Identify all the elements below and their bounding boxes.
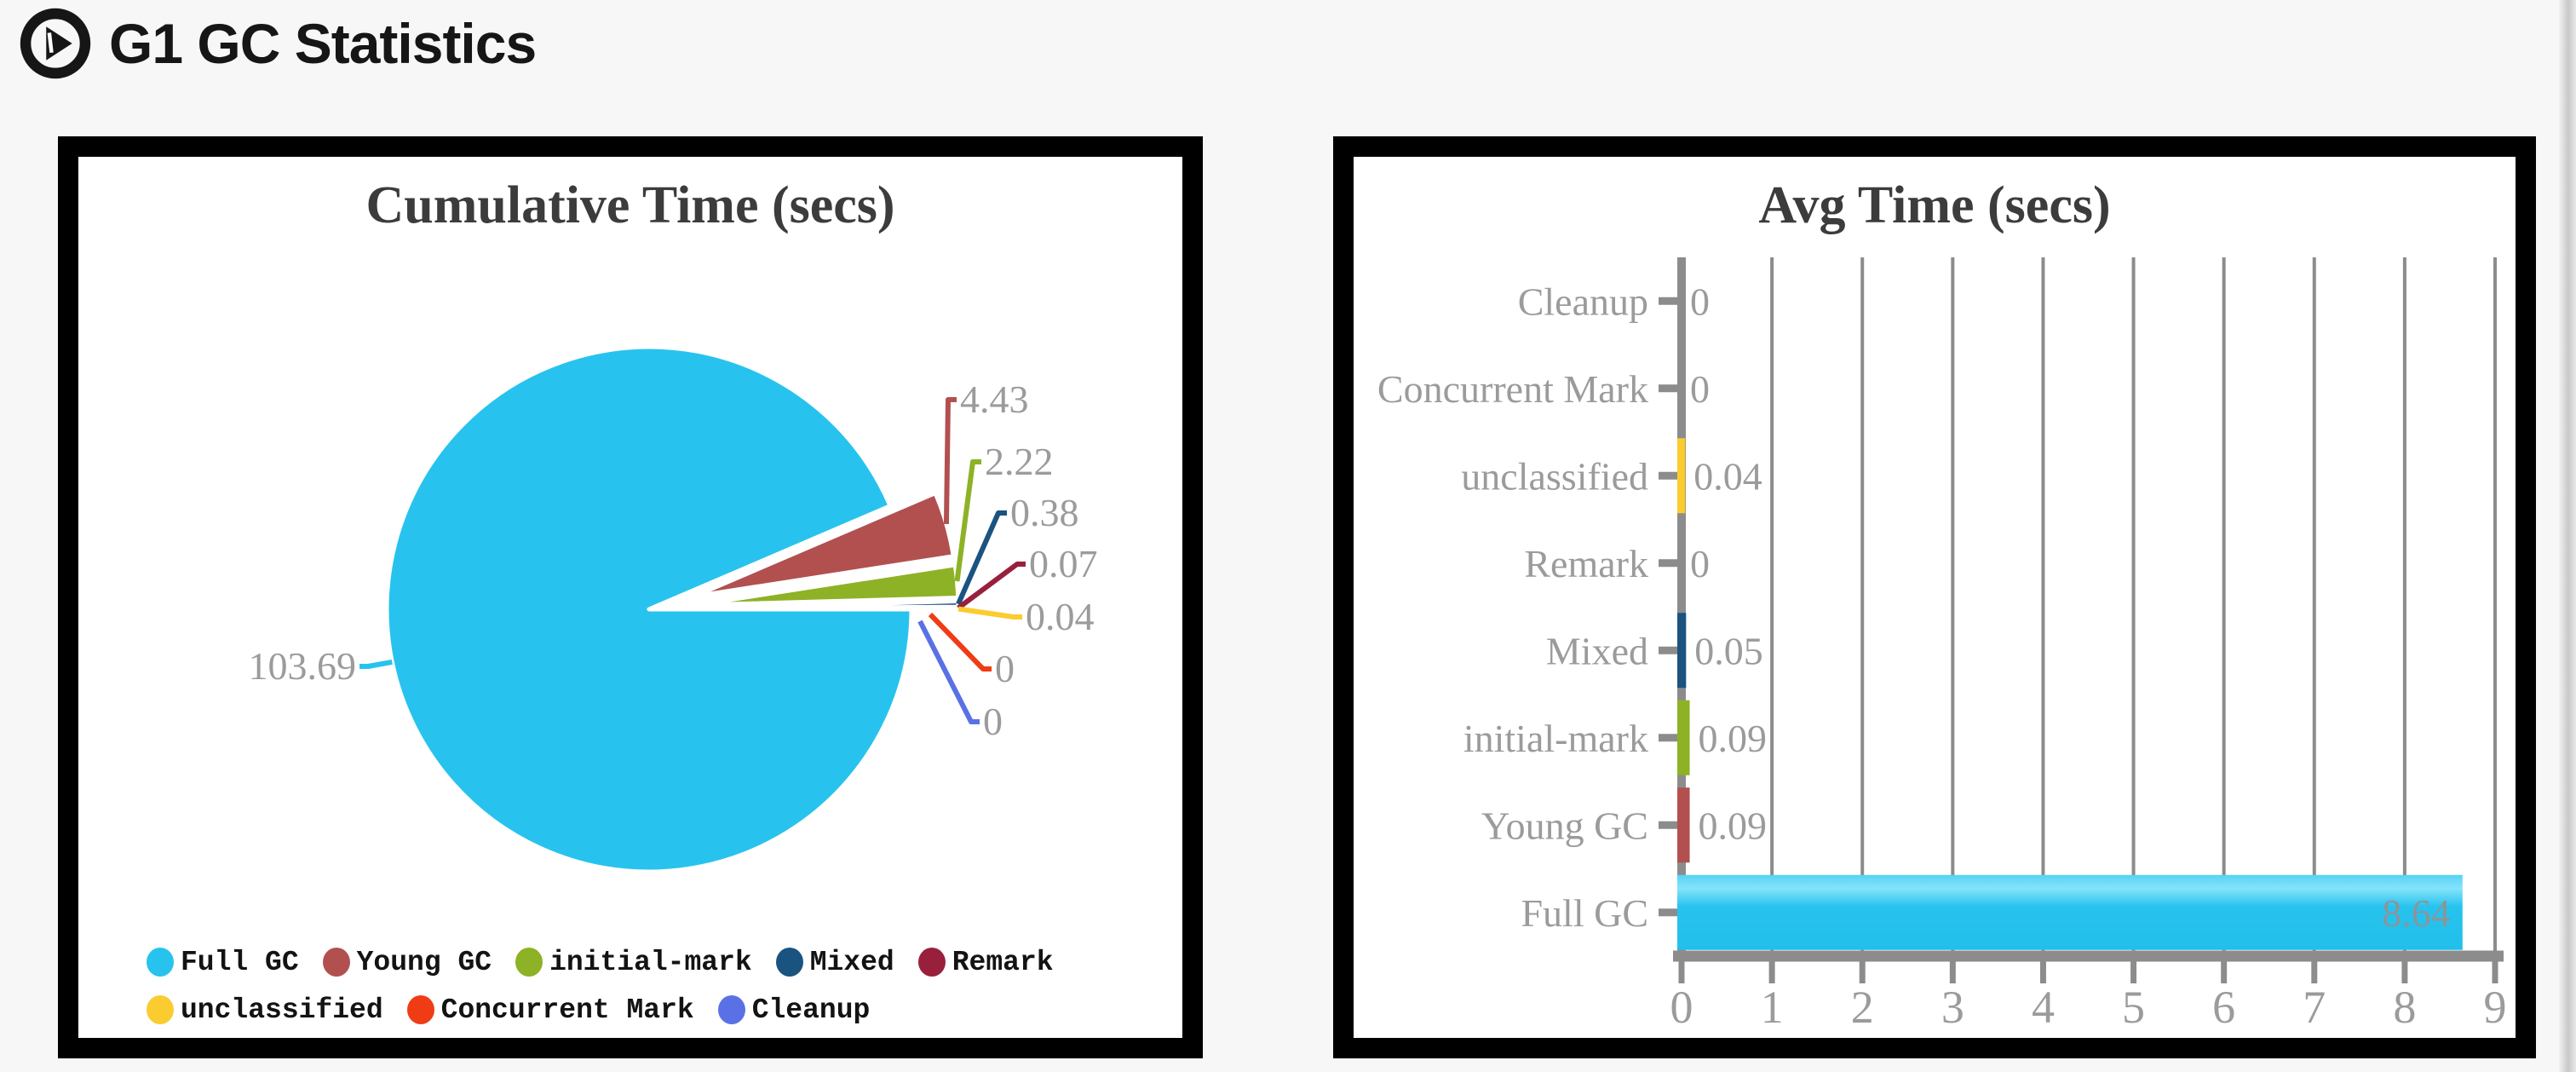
pie-label-line-full-gc (359, 659, 393, 669)
y-axis-label-cleanup: Cleanup (1518, 280, 1648, 323)
legend-label-initial-mark: initial-mark (549, 946, 752, 978)
pie-label-line-cleanup (917, 620, 980, 724)
avg-time-panel: Avg Time (secs) Cleanup 0 Concurrent Mark 0… (1333, 136, 2536, 1058)
legend-item-unclassified[interactable]: unclassified (147, 988, 383, 1031)
pie-chart-title: Cumulative Time (secs) (365, 176, 895, 234)
pie-label-line-initial-mark (954, 459, 981, 582)
cumulative-time-panel: Cumulative Time (secs) 103.69 4.43 2.22 0.3… (58, 136, 1203, 1058)
pie-label-line-concurrent-mark (928, 612, 992, 671)
legend-marker-cleanup (717, 995, 745, 1024)
pie-label-line-mixed (956, 510, 1007, 606)
bar-value-label-full-gc: 8.64 (2382, 891, 2451, 935)
pie-legend: Full GC Young GC initial-mark Mixed Remark un… (147, 941, 1173, 1031)
x-tick-label-6: 6 (2212, 982, 2235, 1033)
page-header: G1 GC Statistics (19, 7, 537, 80)
legend-label-cleanup: Cleanup (751, 994, 871, 1026)
x-tick-label-0: 0 (1670, 982, 1693, 1033)
legend-item-remark[interactable]: Remark (917, 941, 1054, 983)
bar-value-label-cleanup: 0 (1690, 280, 1710, 323)
bar-value-label-young-gc: 0.09 (1699, 804, 1768, 847)
bar-mixed[interactable] (1677, 613, 1687, 689)
pie-label-line-remark (957, 562, 1026, 610)
legend-label-full-gc: Full GC (181, 946, 299, 978)
y-axis-label-full-gc: Full GC (1521, 891, 1648, 935)
legend-label-concurrent-mark: Concurrent Mark (440, 994, 694, 1026)
legend-marker-young-gc (322, 948, 350, 977)
legend-item-young-gc[interactable]: Young GC (322, 941, 492, 983)
gc-logo-icon (19, 7, 92, 80)
pie-value-label-unclassified: 0.04 (1026, 595, 1095, 638)
bar-value-label-remark: 0 (1690, 542, 1710, 585)
legend-marker-unclassified (147, 995, 174, 1024)
page-title: G1 GC Statistics (109, 12, 537, 75)
legend-label-unclassified: unclassified (181, 994, 383, 1026)
pie-value-label-mixed: 0.38 (1010, 491, 1079, 534)
legend-marker-remark (917, 948, 946, 977)
window-edge-shadow (2559, 0, 2576, 1072)
cumulative-time-pie-chart: 103.69 4.43 2.22 0.38 0.07 0.04 0 0 (249, 344, 1098, 874)
legend-label-young-gc: Young GC (356, 946, 492, 978)
x-tick-label-3: 3 (1941, 982, 1964, 1033)
pie-value-label-concurrent-mark: 0 (995, 647, 1015, 690)
bar-value-label-initial-mark: 0.09 (1699, 717, 1768, 760)
y-axis-label-mixed: Mixed (1546, 629, 1648, 672)
y-axis-label-young-gc: Young GC (1481, 804, 1648, 847)
pie-value-label-young-gc: 4.43 (960, 378, 1029, 421)
pie-value-label-initial-mark: 2.22 (985, 440, 1054, 483)
bar-value-label-mixed: 0.05 (1694, 629, 1763, 672)
x-tick-label-2: 2 (1851, 982, 1874, 1033)
legend-label-remark: Remark (952, 946, 1054, 978)
legend-item-initial-mark[interactable]: initial-mark (515, 941, 752, 983)
legend-marker-full-gc (147, 948, 174, 977)
legend-marker-initial-mark (515, 948, 543, 977)
y-axis-label-concurrent-mark: Concurrent Mark (1377, 367, 1648, 411)
x-tick-label-5: 5 (2122, 982, 2145, 1033)
bar-value-label-unclassified: 0.04 (1693, 454, 1762, 498)
x-tick-label-4: 4 (2032, 982, 2055, 1033)
pie-value-label-cleanup: 0 (983, 700, 1003, 743)
x-tick-label-1: 1 (1761, 982, 1784, 1033)
bar-initial-mark[interactable] (1677, 700, 1690, 775)
legend-marker-mixed (775, 948, 803, 977)
pie-value-label-full-gc: 103.69 (249, 644, 357, 688)
legend-item-cleanup[interactable]: Cleanup (717, 988, 871, 1031)
x-tick-label-7: 7 (2303, 982, 2326, 1033)
bar-value-label-concurrent-mark: 0 (1690, 367, 1710, 411)
bar-young-gc[interactable] (1677, 787, 1690, 863)
legend-item-concurrent-mark[interactable]: Concurrent Mark (406, 988, 694, 1031)
bar-chart-title: Avg Time (secs) (1758, 176, 2111, 234)
y-axis-label-remark: Remark (1524, 542, 1648, 585)
pie-label-line-unclassified (957, 606, 1022, 620)
avg-time-bar-chart: Cleanup 0 Concurrent Mark 0 unclassified 0.04… (1377, 257, 2507, 1033)
y-axis-label-unclassified: unclassified (1461, 454, 1648, 498)
legend-item-mixed[interactable]: Mixed (775, 941, 894, 983)
legend-label-mixed: Mixed (809, 946, 894, 978)
x-tick-label-9: 9 (2484, 982, 2507, 1033)
legend-marker-concurrent-mark (406, 995, 434, 1024)
pie-value-label-remark: 0.07 (1029, 542, 1098, 585)
bar-unclassified[interactable] (1677, 438, 1686, 514)
x-tick-label-8: 8 (2393, 982, 2416, 1033)
pie-label-line-young-gc (943, 397, 957, 525)
legend-item-full-gc[interactable]: Full GC (147, 941, 299, 983)
bar-full-gc[interactable] (1677, 874, 2463, 950)
y-axis-label-initial-mark: initial-mark (1463, 717, 1648, 760)
